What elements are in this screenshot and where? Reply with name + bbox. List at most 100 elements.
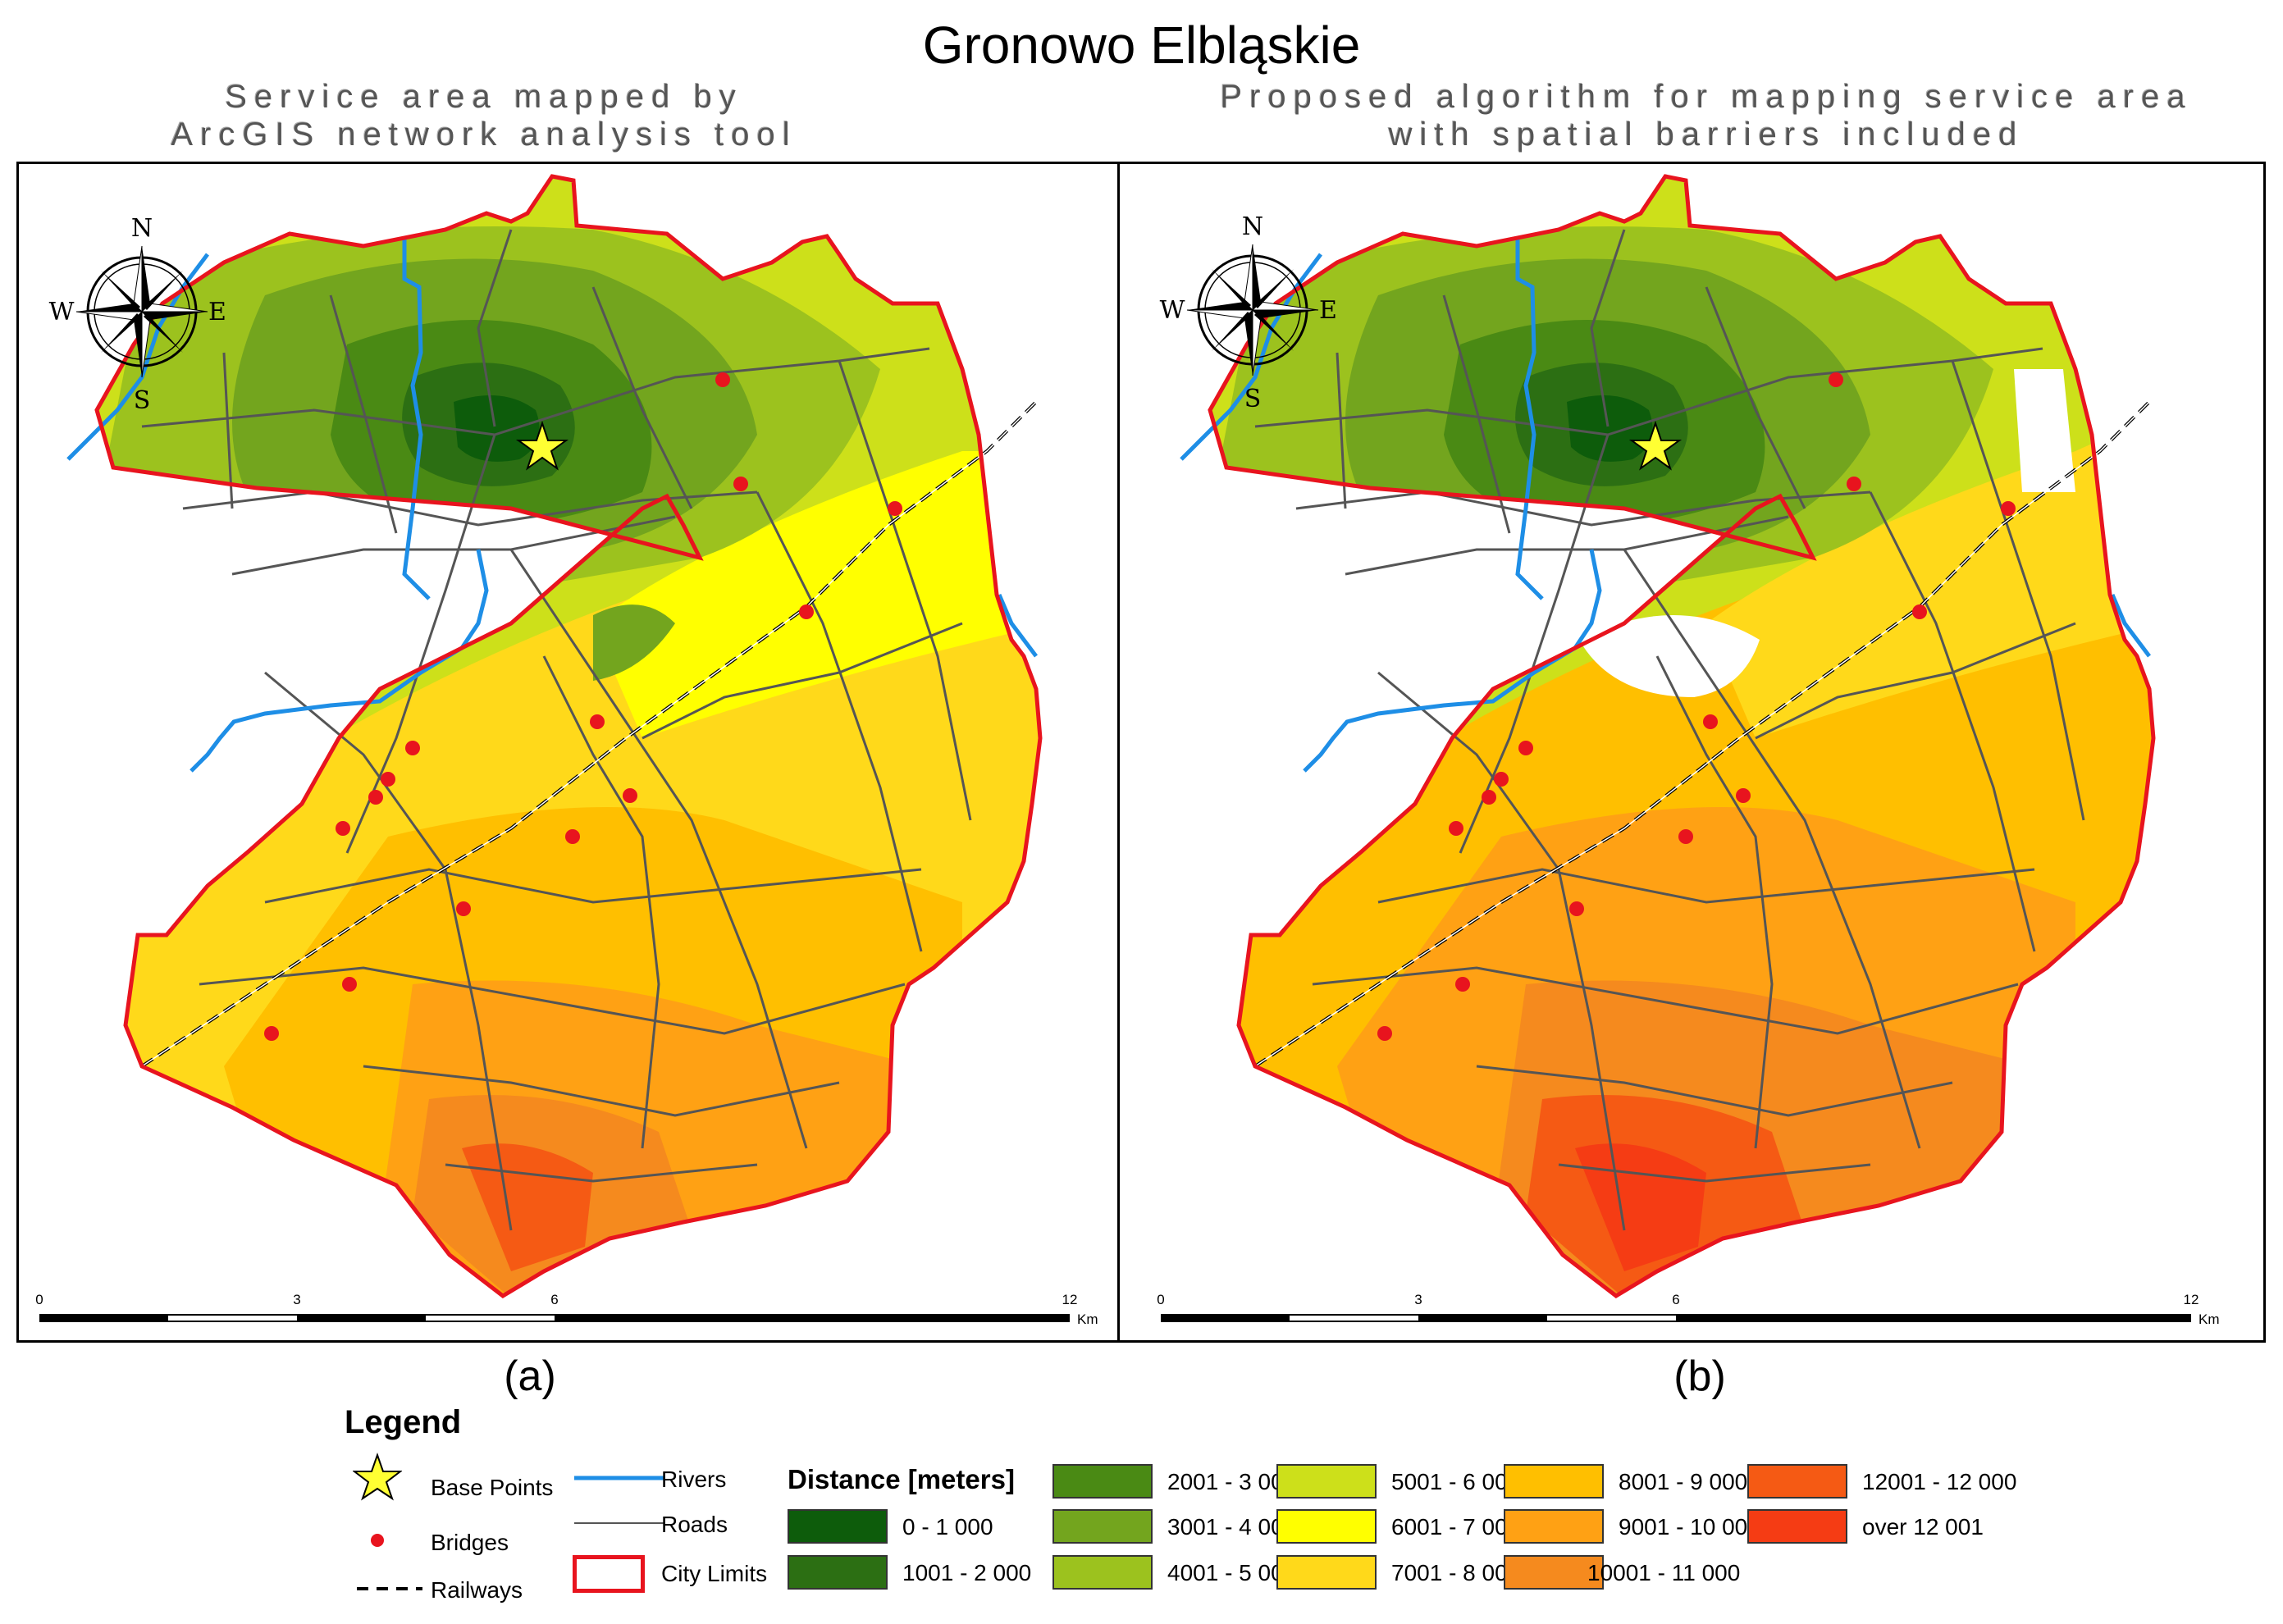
- bridge-a-4: [799, 604, 814, 619]
- swatch-7001-8000: [1276, 1555, 1377, 1590]
- river-b-east: [1515, 238, 1544, 600]
- bridges-a: [264, 372, 902, 1041]
- river-b-west: [1180, 253, 1322, 461]
- legend-city-limits-label: City Limits: [661, 1561, 768, 1586]
- railway-a-inner: [141, 401, 1037, 1067]
- scale-bar-a: 0 3 6 12 Km: [35, 1292, 1098, 1327]
- compass-a-e: E: [208, 298, 226, 326]
- swatch-0-1000: [788, 1509, 888, 1544]
- bridges-b: [1377, 372, 2016, 1041]
- distance-zones-b: [1210, 176, 2153, 1296]
- swatch-5001-6000: [1276, 1464, 1377, 1499]
- compass-b-n: N: [1242, 212, 1263, 241]
- scale-b-3: 3: [1414, 1292, 1422, 1307]
- bridge-b-11: [1678, 829, 1693, 844]
- compass-a-s: S: [134, 386, 151, 415]
- gray-line-icon: [574, 1522, 664, 1524]
- label-over-12001: over 12 001: [1862, 1514, 1984, 1540]
- bridge-b-13: [1455, 977, 1470, 992]
- scale-a-6: 6: [550, 1292, 558, 1307]
- compass-b-e: E: [1319, 296, 1337, 325]
- river-b-edge: [2110, 594, 2151, 658]
- river-a-south: [189, 549, 489, 773]
- subtitle-a: Service area mapped by ArcGIS network an…: [139, 78, 829, 153]
- bridge-a-7: [381, 772, 395, 787]
- map-b-svg: N S E W 0 3 6 12 Km: [1157, 174, 2220, 1327]
- dashed-line-icon: [357, 1587, 422, 1590]
- bridge-a-2: [733, 477, 748, 491]
- blue-line-icon: [574, 1476, 664, 1480]
- swatch-10001-11000: [1504, 1555, 1604, 1590]
- subtitle-b: Proposed algorithm for mapping service a…: [1148, 78, 2264, 153]
- map-a-svg: N S E W 0 3 6 12 Km: [35, 174, 1098, 1327]
- scale-b-0: 0: [1157, 1292, 1164, 1307]
- label-9001-10000: 9001 - 10 000: [1619, 1514, 1760, 1540]
- compass-a: N S E W: [49, 214, 226, 415]
- subtitle-b-line1: Proposed algorithm for mapping service a…: [1220, 79, 2193, 115]
- bridge-b-8: [1482, 790, 1496, 805]
- label-7001-8000: 7001 - 8 000: [1391, 1560, 1521, 1585]
- bridge-b-4: [1912, 604, 1927, 619]
- map-panel-a[interactable]: N S E W 0 3 6 12 Km: [16, 162, 1120, 1343]
- legend-distance-title: Distance [meters]: [788, 1464, 1015, 1494]
- bridge-b-12: [1569, 901, 1584, 916]
- swatch-6001-7000: [1276, 1509, 1377, 1544]
- swatch-9001-10000: [1504, 1509, 1604, 1544]
- subtitle-a-line2: ArcGIS network analysis tool: [171, 116, 797, 153]
- label-8001-9000: 8001 - 9 000: [1619, 1469, 1748, 1494]
- bridge-b-3: [2001, 501, 2016, 516]
- swatch-3001-4000: [1052, 1509, 1153, 1544]
- bridge-a-1: [715, 372, 730, 387]
- base-point-b: [1628, 420, 1683, 471]
- subtitle-b-line2: with spatial barriers included: [1388, 116, 2025, 153]
- yellow-star-icon: [353, 1452, 402, 1501]
- roads-b: [1254, 229, 2085, 1231]
- swatch-2001-3000: [1052, 1464, 1153, 1499]
- bridge-b-10: [1736, 788, 1751, 803]
- railway-b-inner: [1254, 401, 2150, 1067]
- scale-bar-b: 0 3 6 12 Km: [1157, 1292, 2219, 1327]
- compass-b: N S E W: [1160, 212, 1337, 413]
- red-dot-icon: [371, 1534, 384, 1547]
- bridge-b-7: [1494, 772, 1509, 787]
- legend-railways-label: Railways: [431, 1577, 523, 1603]
- map-title: Gronowo Elbląskie: [922, 16, 1361, 75]
- red-outline-box-icon: [573, 1555, 645, 1593]
- bridge-a-8: [368, 790, 383, 805]
- label-10001-11000: 10001 - 11 000: [1587, 1560, 1741, 1585]
- swatch-12001-12000: [1747, 1464, 1847, 1499]
- compass-a-n: N: [131, 214, 153, 243]
- legend-roads-label: Roads: [661, 1512, 728, 1537]
- compass-b-w: W: [1160, 296, 1185, 325]
- legend-rivers-label: Rivers: [661, 1467, 727, 1492]
- bridge-b-5: [1703, 714, 1718, 729]
- river-a-edge: [997, 594, 1038, 658]
- swatch-4001-5000: [1052, 1555, 1153, 1590]
- scale-a-0: 0: [35, 1292, 43, 1307]
- caption-b: (b): [1673, 1353, 1726, 1400]
- bridge-a-6: [405, 741, 420, 755]
- label-0-1000: 0 - 1 000: [902, 1514, 993, 1540]
- label-3001-4000: 3001 - 4 000: [1167, 1514, 1297, 1540]
- base-point-a: [515, 420, 569, 471]
- bridge-a-5: [590, 714, 605, 729]
- city-limits-b: [1208, 174, 2156, 1299]
- label-4001-5000: 4001 - 5 000: [1167, 1560, 1297, 1585]
- bridge-a-3: [888, 501, 902, 516]
- scale-b-12: 12: [2184, 1292, 2199, 1307]
- label-6001-7000: 6001 - 7 000: [1391, 1514, 1521, 1540]
- bridge-b-2: [1847, 477, 1861, 491]
- compass-a-w: W: [49, 298, 75, 326]
- bridge-a-12: [456, 901, 471, 916]
- bridge-b-6: [1518, 741, 1533, 755]
- label-1001-2000: 1001 - 2 000: [902, 1560, 1032, 1585]
- label-12001-12000: 12001 - 12 000: [1862, 1469, 2017, 1494]
- bridge-b-9: [1449, 821, 1463, 836]
- bridge-a-13: [342, 977, 357, 992]
- compass-b-s: S: [1244, 385, 1262, 413]
- legend-base-points-label: Base Points: [431, 1475, 554, 1500]
- caption-a: (a): [504, 1353, 556, 1400]
- map-panel-b[interactable]: N S E W 0 3 6 12 Km: [1117, 162, 2266, 1343]
- bridge-b-1: [1829, 372, 1843, 387]
- legend-title: Legend: [345, 1404, 462, 1440]
